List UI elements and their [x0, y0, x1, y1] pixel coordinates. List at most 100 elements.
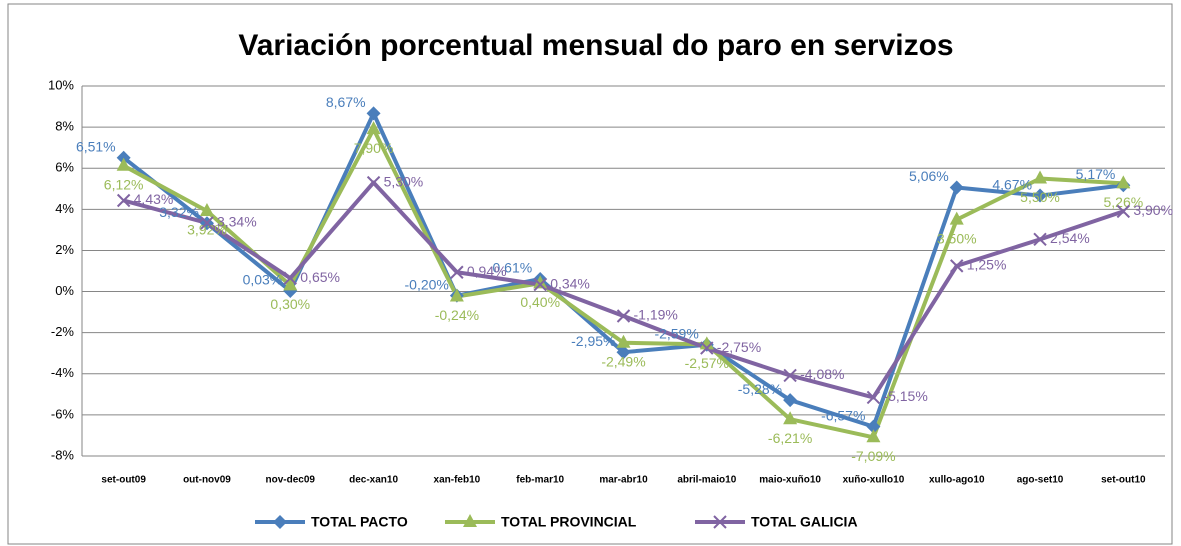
data-label: -0,24%	[435, 307, 479, 323]
data-label: 3,50%	[937, 230, 977, 246]
data-label: 0,40%	[520, 294, 560, 310]
data-label: 2,54%	[1050, 230, 1090, 246]
data-label: 8,67%	[326, 94, 366, 110]
marker	[1033, 170, 1048, 184]
data-label: -6,57%	[821, 407, 865, 423]
marker	[366, 121, 381, 135]
marker	[199, 202, 214, 216]
marker	[866, 419, 881, 434]
marker	[200, 216, 214, 230]
marker	[283, 271, 297, 285]
data-label: -2,57%	[685, 355, 729, 371]
y-tick-label: 0%	[55, 283, 74, 298]
marker	[283, 277, 298, 291]
data-label: -0,20%	[405, 276, 449, 292]
marker	[1116, 175, 1131, 189]
marker	[116, 150, 131, 165]
x-tick-label: out-nov09	[183, 475, 231, 486]
data-label: 0,61%	[492, 260, 532, 276]
data-label: 5,26%	[1103, 194, 1143, 210]
data-label: 0,03%	[243, 272, 283, 288]
marker	[533, 275, 548, 289]
data-label: 0,94%	[467, 263, 507, 279]
data-label: 1,25%	[967, 257, 1007, 273]
x-tick-label: set-out09	[101, 475, 146, 486]
chart-title: Variación porcentual mensual do paro en …	[238, 29, 953, 62]
y-tick-label: -2%	[51, 324, 75, 339]
marker	[783, 368, 797, 383]
data-label: 5,06%	[909, 168, 949, 184]
data-label: -2,75%	[717, 339, 761, 355]
data-label: 5,30%	[384, 173, 424, 189]
marker	[116, 157, 131, 171]
marker	[616, 309, 631, 323]
marker	[783, 393, 798, 408]
data-label: -7,09%	[851, 448, 895, 464]
marker	[949, 180, 964, 195]
marker	[366, 106, 381, 121]
marker	[700, 341, 714, 355]
data-label: -5,28%	[738, 381, 782, 397]
x-tick-label: xan-feb10	[434, 475, 481, 486]
data-label: -2,49%	[601, 353, 645, 369]
y-tick-label: 6%	[55, 160, 74, 175]
data-label: 0,30%	[270, 296, 310, 312]
data-label: 5,17%	[1076, 166, 1116, 182]
x-tick-label: maio-xuño10	[759, 475, 821, 486]
marker	[450, 265, 464, 279]
marker	[366, 175, 381, 190]
data-label: -1,19%	[634, 307, 678, 323]
data-label: 3,32%	[159, 204, 199, 220]
data-label: -6,21%	[768, 430, 812, 446]
x-tick-label: feb-mar10	[516, 475, 564, 486]
marker	[783, 411, 798, 425]
data-label: 3,34%	[217, 214, 257, 230]
data-label: 3,92%	[187, 222, 227, 238]
y-tick-label: 10%	[48, 77, 74, 92]
x-tick-label: xullo-ago10	[929, 475, 985, 486]
data-label: -4,08%	[800, 366, 844, 382]
x-tick-label: dec-xan10	[349, 475, 398, 486]
data-label: 0,34%	[550, 275, 590, 291]
x-tick-label: ago-set10	[1017, 475, 1064, 486]
marker	[116, 193, 131, 208]
data-label: 6,51%	[76, 138, 116, 154]
y-tick-label: 4%	[55, 201, 74, 216]
marker	[950, 259, 964, 273]
data-label: -2,95%	[571, 333, 615, 349]
marker	[949, 211, 964, 225]
marker	[1116, 204, 1131, 219]
data-label: 7,90%	[354, 140, 394, 156]
data-label: 4,43%	[134, 191, 174, 207]
marker	[463, 514, 477, 527]
y-tick-label: -4%	[51, 365, 75, 380]
marker	[616, 345, 631, 360]
marker	[699, 336, 714, 350]
legend-label: TOTAL GALICIA	[751, 514, 858, 530]
y-tick-label: -6%	[51, 406, 75, 421]
data-label: 3,90%	[1133, 202, 1173, 218]
marker	[1033, 188, 1048, 203]
data-label: 4,67%	[992, 176, 1032, 192]
data-label: -2,59%	[654, 325, 698, 341]
data-label: 6,12%	[104, 176, 144, 192]
marker	[533, 277, 547, 292]
x-tick-label: xuño-xullo10	[843, 475, 905, 486]
marker	[449, 288, 464, 302]
legend-label: TOTAL PACTO	[311, 514, 408, 530]
marker	[1033, 232, 1047, 247]
x-tick-label: set-out10	[1101, 475, 1146, 486]
marker	[866, 429, 881, 443]
chart-frame	[7, 3, 1173, 545]
data-label: 0,65%	[300, 269, 340, 285]
y-tick-label: -8%	[51, 447, 75, 462]
legend-label: TOTAL PROVINCIAL	[501, 514, 637, 530]
y-tick-label: 2%	[55, 242, 74, 257]
y-tick-label: 8%	[55, 119, 74, 134]
marker	[616, 334, 631, 348]
x-tick-label: abril-maio10	[677, 475, 736, 486]
marker	[713, 515, 727, 529]
marker	[866, 390, 881, 405]
data-label: 5,50%	[1020, 189, 1060, 205]
